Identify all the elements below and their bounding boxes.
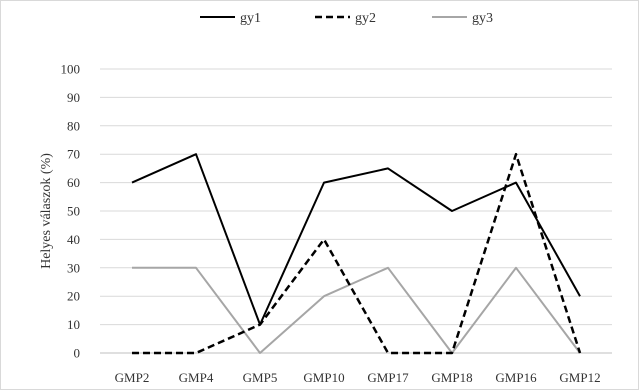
legend-label-gy2: gy2	[355, 11, 376, 26]
legend: gy1 gy2 gy3	[200, 11, 493, 26]
y-tick-label: 10	[67, 317, 80, 332]
x-tick-label: GMP18	[431, 370, 472, 385]
legend-label-gy3: gy3	[472, 11, 493, 26]
x-tick-label: GMP10	[303, 370, 344, 385]
x-tick-label: GMP16	[495, 370, 537, 385]
y-tick-label: 0	[74, 346, 81, 361]
y-tick-label: 80	[67, 118, 80, 133]
legend-label-gy1: gy1	[240, 11, 261, 26]
y-tick-label: 60	[67, 175, 80, 190]
series-line-gy1	[131, 153, 581, 326]
series-lines	[131, 152, 582, 355]
x-tick-label: GMP2	[115, 370, 150, 385]
y-tick-label: 20	[67, 289, 80, 304]
y-tick-label: 30	[67, 260, 80, 275]
gridlines	[100, 68, 612, 326]
x-tick-label: GMP5	[243, 370, 278, 385]
y-tick-label: 100	[61, 62, 81, 77]
y-axis-title: Helyes válaszok (%)	[39, 153, 54, 269]
y-tick-label: 70	[67, 147, 80, 162]
y-tick-label: 90	[67, 90, 80, 105]
series-line-gy3	[132, 266, 581, 354]
x-tick-label: GMP12	[559, 370, 600, 385]
y-tick-label: 40	[67, 232, 80, 247]
x-tick-label: GMP17	[367, 370, 409, 385]
axes: 0 10 20 30 40 50 60 70 80 90 100 GMP2 GMP4 GMP5 GMP10 G…	[61, 62, 612, 385]
y-tick-label: 50	[67, 204, 80, 219]
x-tick-label: GMP4	[179, 370, 214, 385]
